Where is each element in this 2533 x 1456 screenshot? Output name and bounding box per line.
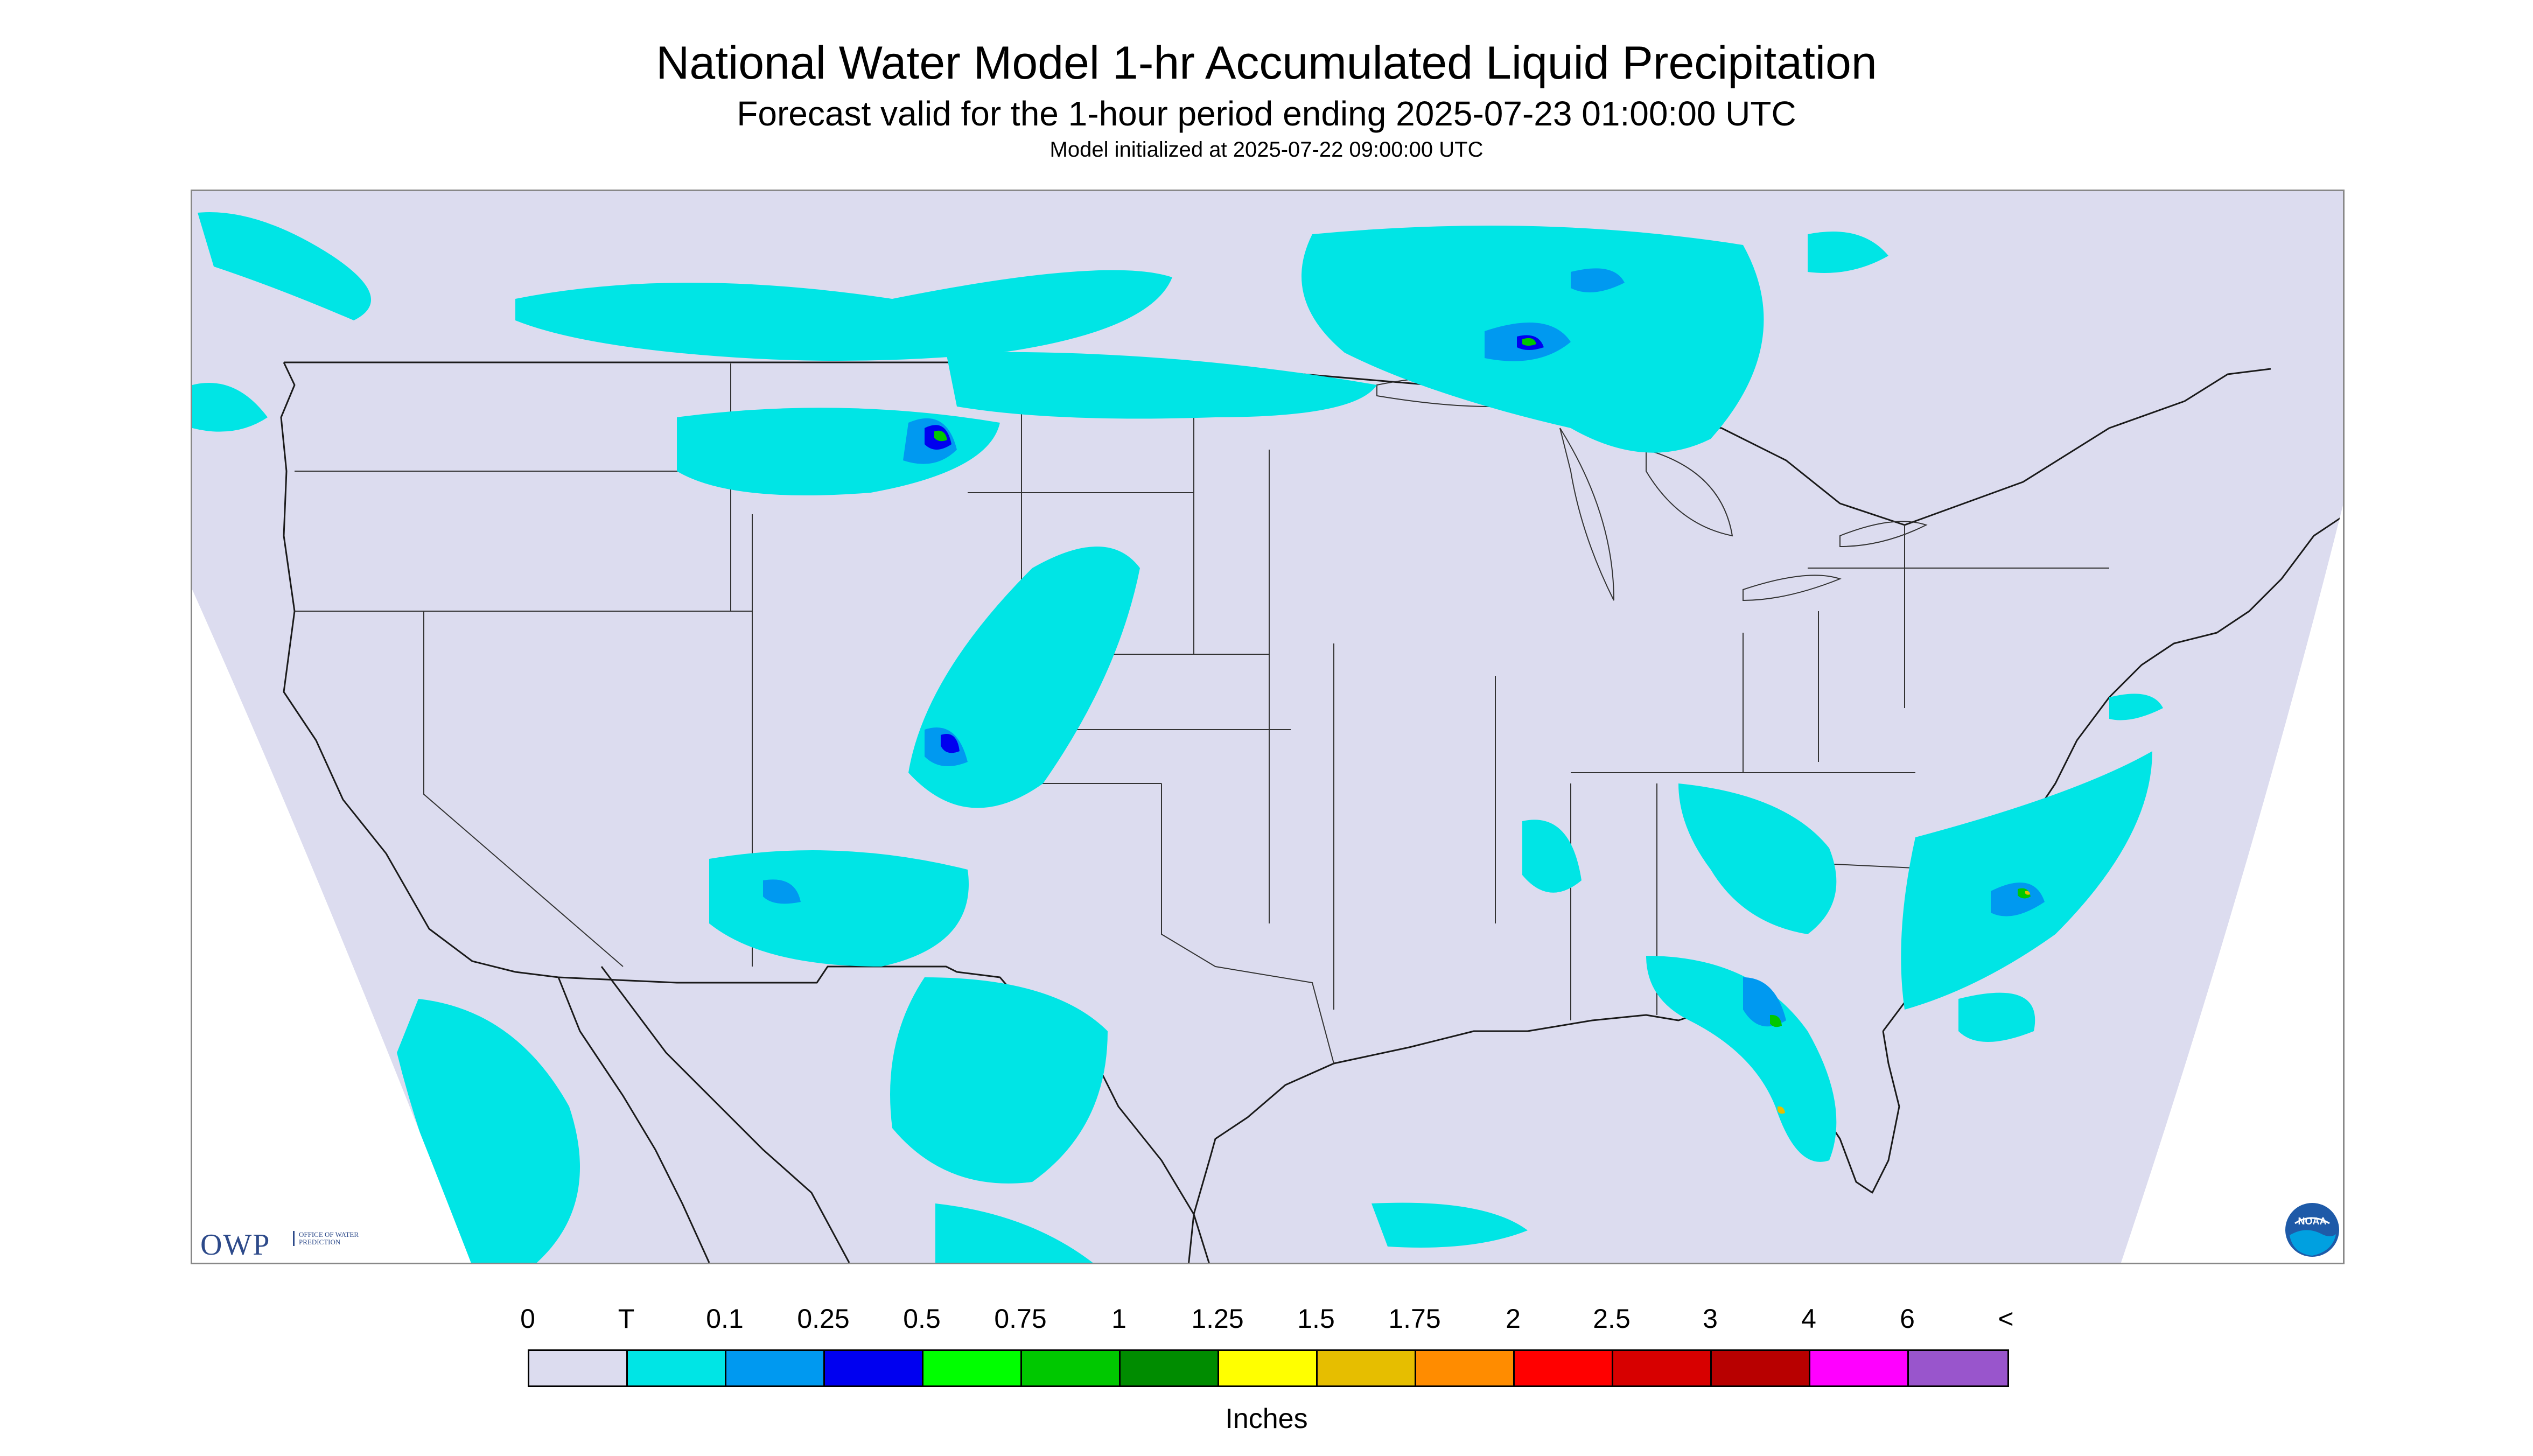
legend-label: 0.5	[903, 1304, 941, 1334]
legend-swatch	[1318, 1351, 1416, 1385]
legend-swatch	[1121, 1351, 1219, 1385]
legend-swatch	[825, 1351, 923, 1385]
map-subtitle: Forecast valid for the 1-hour period end…	[737, 94, 1796, 133]
legend-label: 1	[1111, 1304, 1126, 1334]
legend-swatch	[628, 1351, 726, 1385]
precip-very-heavy-areas	[1778, 891, 2030, 1114]
legend-label: 0	[520, 1304, 535, 1334]
legend-label: 3	[1703, 1304, 1718, 1334]
legend-label: 0.75	[994, 1304, 1047, 1334]
legend-swatch	[1416, 1351, 1515, 1385]
outside-domain-right	[2121, 505, 2343, 1263]
legend-label: 0.25	[797, 1304, 850, 1334]
noaa-logo-text: NOAA	[2298, 1216, 2327, 1227]
legend-swatch	[1613, 1351, 1712, 1385]
legend-label: T	[618, 1304, 635, 1334]
legend-swatch	[1022, 1351, 1121, 1385]
legend-label: <	[1998, 1304, 2014, 1334]
noaa-logo: NOAA	[2285, 1203, 2339, 1257]
legend-label: 2.5	[1593, 1304, 1631, 1334]
legend-color-bar	[528, 1349, 2009, 1387]
legend-label: 1.5	[1297, 1304, 1335, 1334]
owp-logo-mark: OWP	[200, 1228, 271, 1262]
legend-swatch	[1219, 1351, 1318, 1385]
legend-swatch	[1909, 1351, 2007, 1385]
legend-label: 6	[1900, 1304, 1915, 1334]
legend-units-label: Inches	[1225, 1403, 1308, 1434]
legend-swatch	[1810, 1351, 1909, 1385]
precipitation-map[interactable]	[191, 190, 2345, 1264]
legend-label: 1.25	[1191, 1304, 1244, 1334]
outside-domain-left	[192, 590, 471, 1263]
map-title: National Water Model 1-hr Accumulated Li…	[656, 37, 1877, 89]
owp-logo-text: Office of Water Prediction	[293, 1231, 363, 1246]
legend-label: 2	[1506, 1304, 1521, 1334]
legend-swatch	[923, 1351, 1022, 1385]
legend-label: 4	[1801, 1304, 1816, 1334]
legend-label: 1.75	[1388, 1304, 1441, 1334]
legend-swatch	[1515, 1351, 1613, 1385]
precip-heavy-areas	[934, 338, 2031, 1027]
legend-swatch	[529, 1351, 628, 1385]
legend-swatch	[1712, 1351, 1810, 1385]
legend-label: 0.1	[706, 1304, 744, 1334]
model-init-line: Model initialized at 2025-07-22 09:00:00…	[1049, 138, 1484, 162]
legend-labels: 0 T 0.1 0.25 0.5 0.75 1 1.25 1.5 1.75 2 2.5 3 4 6 <	[0, 1303, 2533, 1335]
legend-swatch	[726, 1351, 825, 1385]
